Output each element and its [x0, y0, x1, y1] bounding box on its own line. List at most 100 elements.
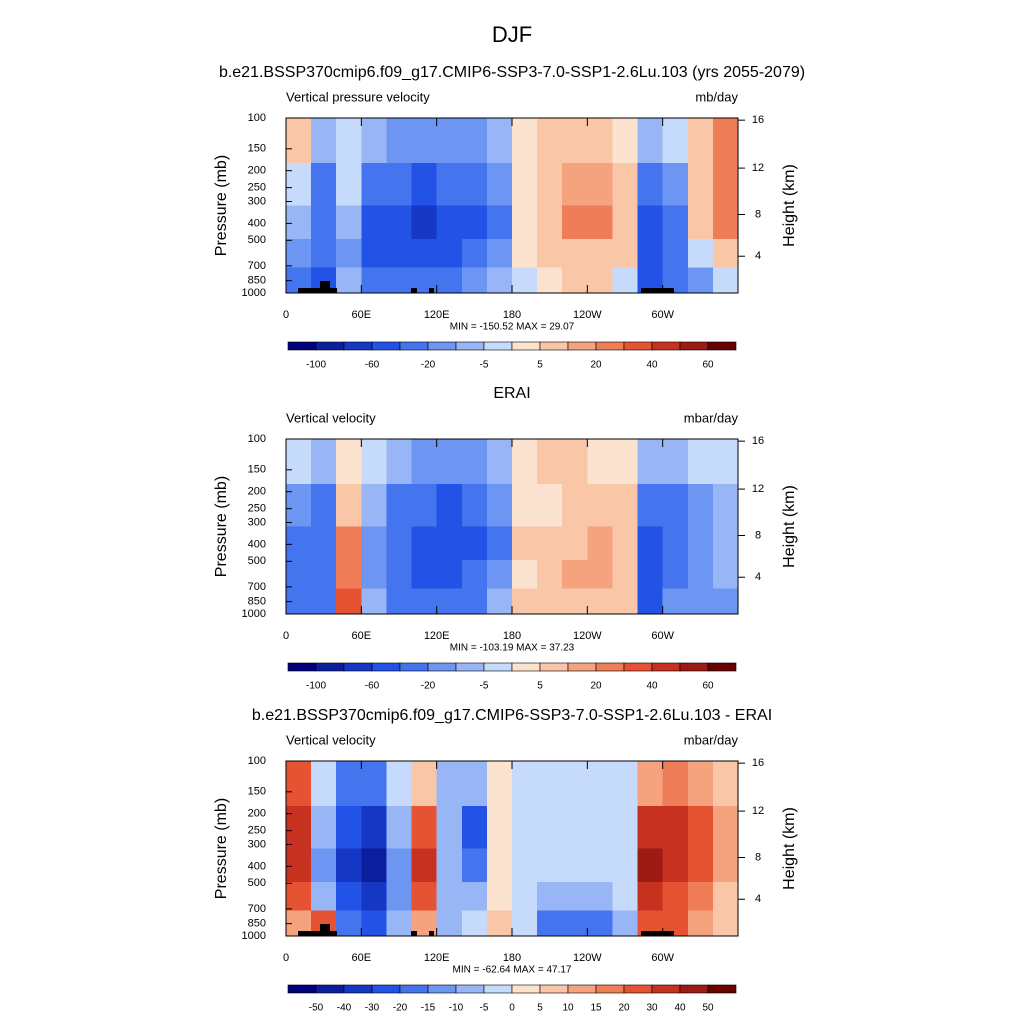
contour-cell [461, 848, 488, 883]
contour-cell [712, 118, 739, 164]
contour-cell [386, 588, 413, 615]
contour-cell [512, 118, 538, 164]
panel: b.e21.BSSP370cmip6.f09_g17.CMIP6-SSP3-7.… [213, 64, 805, 370]
colorbar-label: 5 [537, 681, 543, 692]
y2-tick-label: 16 [752, 114, 764, 126]
colorbar-label: -60 [365, 360, 380, 371]
contour-cell [587, 162, 613, 206]
contour-cell [311, 761, 337, 807]
contour-cell [562, 205, 588, 240]
contour-cell [436, 526, 463, 561]
y-tick-label: 500 [248, 234, 266, 246]
contour-cell [687, 483, 714, 527]
contour-cell [311, 118, 337, 164]
contour-cell [386, 881, 413, 911]
colorbar-box [483, 984, 513, 994]
y-tick-label: 500 [248, 555, 266, 567]
contour-cell [361, 205, 387, 240]
colorbar-box [595, 984, 625, 994]
x-tick-label: 180 [503, 309, 521, 321]
colorbar-box [651, 662, 681, 672]
contour-cell [612, 526, 639, 561]
contour-cell [712, 439, 739, 485]
contour-cell [386, 848, 413, 883]
contour-cell [587, 118, 613, 164]
contour-cell [411, 761, 438, 807]
contour-cell [461, 483, 488, 527]
x-tick-label: 0 [283, 952, 289, 964]
panel-title: b.e21.BSSP370cmip6.f09_g17.CMIP6-SSP3-7.… [219, 64, 805, 81]
colorbar-label: -100 [306, 681, 326, 692]
contour-cell [612, 118, 639, 164]
colorbar-label: -30 [365, 1003, 380, 1014]
contour-cell [612, 559, 639, 589]
contour-cell [336, 162, 362, 206]
colorbar-label: 20 [590, 360, 602, 371]
topography [411, 288, 417, 293]
colorbar-label: -40 [337, 1003, 352, 1014]
contour-cell [411, 848, 438, 883]
contour-cell [687, 559, 714, 589]
left-label: Vertical velocity [286, 732, 376, 747]
contour-cell [336, 910, 362, 937]
contour-cell [712, 267, 739, 294]
contour-cell [461, 118, 488, 164]
colorbar-box [455, 984, 485, 994]
contour-cell [386, 526, 413, 561]
colorbar-box [707, 341, 737, 351]
contour-cell [587, 910, 613, 937]
contour-cell [311, 526, 337, 561]
contour-cell [662, 588, 689, 615]
contour-cell [336, 848, 362, 883]
y-tick-label: 400 [248, 860, 266, 872]
contour-cell [286, 848, 312, 883]
colorbar-box [371, 341, 401, 351]
contour-cell [637, 805, 664, 849]
contour-cell [336, 267, 362, 294]
main-title: DJF [492, 22, 532, 47]
contour-cell [612, 162, 639, 206]
contour-cell [286, 238, 312, 268]
contour-cell [712, 881, 739, 911]
contour-cell [436, 267, 463, 294]
contour-cell [537, 483, 563, 527]
contour-cell [436, 910, 463, 937]
colorbar-box [399, 341, 429, 351]
contour-cell [537, 588, 563, 615]
contour-cell [587, 205, 613, 240]
contour-cell [662, 205, 689, 240]
contour-cell [512, 910, 538, 937]
contour-cell [587, 267, 613, 294]
contour-cell [361, 238, 387, 268]
contour-cell [512, 162, 538, 206]
contour-cell [612, 881, 639, 911]
contour-cell [587, 439, 613, 485]
contour-cell [461, 526, 488, 561]
contour-cell [486, 526, 513, 561]
colorbar-box [455, 341, 485, 351]
colorbar-label: 40 [674, 1003, 686, 1014]
y-axis-label: Pressure (mb) [213, 155, 230, 256]
contour-cell [687, 267, 714, 294]
contour-cell [712, 559, 739, 589]
colorbar-box [539, 662, 569, 672]
contour-cell [286, 483, 312, 527]
contour-cell [587, 848, 613, 883]
contour-cell [336, 526, 362, 561]
stats: MIN = -150.52 MAX = 29.07 [450, 322, 575, 333]
x-tick-label: 120E [424, 630, 450, 642]
contour-cell [512, 761, 538, 807]
colorbar-box [371, 984, 401, 994]
contour-cell [637, 881, 664, 911]
colorbar-box [315, 662, 345, 672]
contour-cell [436, 761, 463, 807]
colorbar-box [343, 662, 373, 672]
contour-cell [662, 162, 689, 206]
y-tick-label: 1000 [242, 608, 266, 620]
contour-cell [687, 588, 714, 615]
x-tick-label: 120W [573, 309, 602, 321]
contour-cell [562, 910, 588, 937]
contour-cell [336, 588, 362, 615]
contour-cell [612, 205, 639, 240]
colorbar-label: -5 [480, 1003, 489, 1014]
